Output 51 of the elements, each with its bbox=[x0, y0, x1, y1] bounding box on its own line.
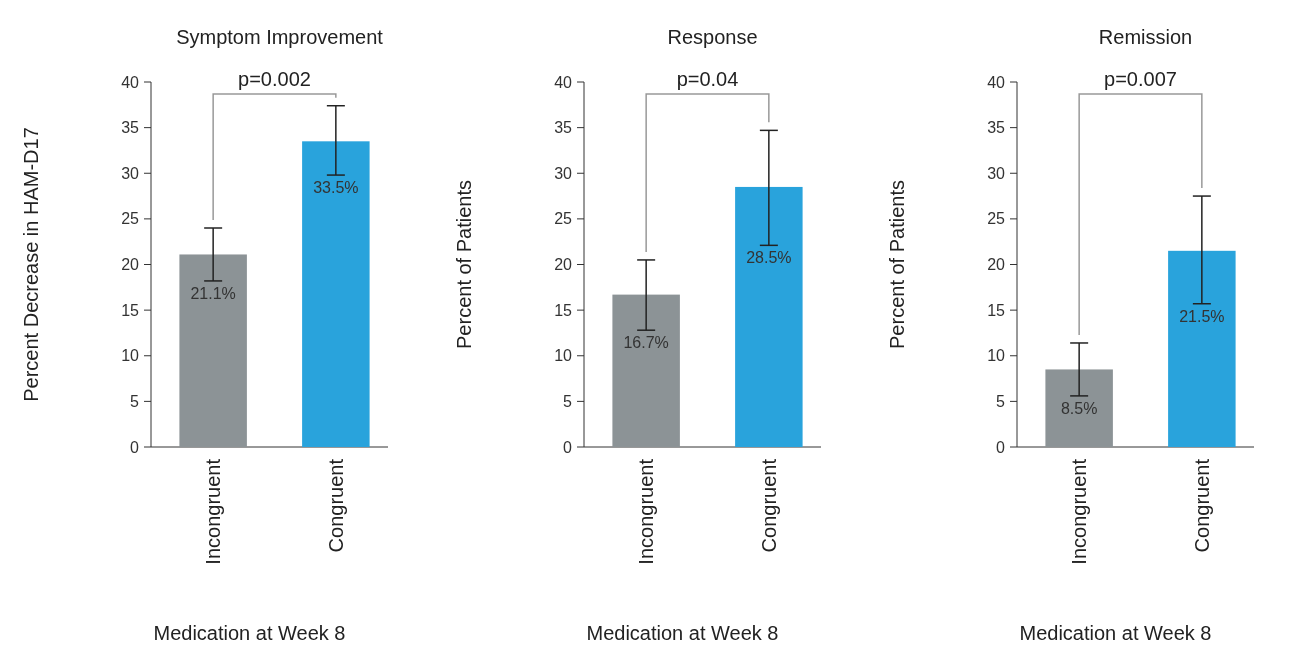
x-axis-title: Medication at Week 8 bbox=[586, 622, 779, 644]
annotation: p=0.007 bbox=[1104, 68, 1177, 90]
y-tick-label: 35 bbox=[987, 119, 1006, 137]
x-tick-label: Congruent bbox=[324, 458, 347, 553]
data-label: 28.5% bbox=[746, 249, 792, 267]
data-label: 33.5% bbox=[313, 179, 359, 197]
annotation: p=0.04 bbox=[676, 68, 739, 90]
y-tick-label: 15 bbox=[987, 301, 1006, 319]
data-label: 21.5% bbox=[1179, 307, 1225, 325]
data-label: 16.7% bbox=[623, 334, 669, 352]
y-tick-label: 10 bbox=[554, 347, 573, 365]
x-tick-label: Congruent bbox=[1190, 458, 1213, 553]
y-tick-label: 20 bbox=[987, 256, 1006, 274]
chart-title: Response bbox=[667, 26, 758, 48]
y-axis-title: Percent Decrease in HAM-D17 bbox=[20, 127, 42, 402]
y-tick-label: 35 bbox=[554, 119, 573, 137]
x-tick-label: Incongruent bbox=[1068, 458, 1091, 565]
y-tick-label: 40 bbox=[121, 73, 140, 91]
y-axis-title: Percent of Patients bbox=[453, 180, 475, 349]
y-tick-label: 5 bbox=[996, 392, 1006, 410]
y-tick-label: 10 bbox=[121, 347, 140, 365]
y-tick-label: 0 bbox=[996, 438, 1006, 456]
chart-title: Symptom Improvement bbox=[176, 26, 384, 48]
x-axis-title: Medication at Week 8 bbox=[1019, 622, 1212, 644]
y-tick-label: 25 bbox=[554, 210, 573, 228]
y-tick-label: 10 bbox=[987, 347, 1006, 365]
y-tick-label: 15 bbox=[121, 301, 140, 319]
y-tick-label: 25 bbox=[121, 210, 140, 228]
y-tick-label: 25 bbox=[987, 210, 1006, 228]
y-tick-label: 20 bbox=[554, 256, 573, 274]
x-tick-label: Congruent bbox=[757, 458, 780, 553]
data-label: 8.5% bbox=[1060, 399, 1098, 417]
y-tick-label: 5 bbox=[130, 392, 140, 410]
x-tick-label: Incongruent bbox=[635, 458, 658, 565]
y-tick-label: 15 bbox=[554, 301, 573, 319]
y-tick-label: 40 bbox=[554, 73, 573, 91]
chart-title: Remission bbox=[1098, 26, 1193, 48]
y-tick-label: 20 bbox=[121, 256, 140, 274]
x-axis-title: Medication at Week 8 bbox=[153, 622, 346, 644]
y-axis-title: Percent of Patients bbox=[886, 180, 908, 349]
y-tick-label: 5 bbox=[563, 392, 573, 410]
y-tick-label: 30 bbox=[987, 164, 1006, 182]
annotation: p=0.002 bbox=[238, 68, 311, 90]
y-tick-label: 35 bbox=[121, 119, 140, 137]
y-tick-label: 0 bbox=[563, 438, 573, 456]
y-tick-label: 40 bbox=[987, 73, 1006, 91]
y-tick-label: 30 bbox=[554, 164, 573, 182]
y-tick-label: 0 bbox=[130, 438, 140, 456]
data-label: 21.1% bbox=[190, 284, 236, 302]
y-tick-label: 30 bbox=[121, 164, 140, 182]
x-tick-label: Incongruent bbox=[202, 458, 225, 565]
